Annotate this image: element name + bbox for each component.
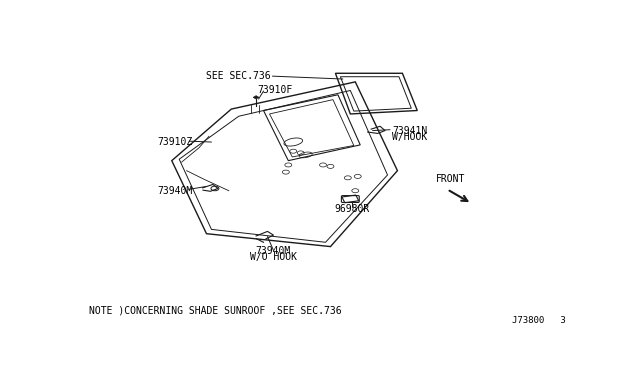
Text: SEE SEC.736: SEE SEC.736 — [206, 71, 271, 81]
Text: W/HOOK: W/HOOK — [392, 132, 428, 142]
Text: 73940M: 73940M — [256, 246, 291, 256]
Text: W/O HOOK: W/O HOOK — [250, 252, 297, 262]
Text: J73800   3: J73800 3 — [511, 316, 565, 325]
Text: 73910F: 73910F — [257, 86, 293, 96]
Text: 96980R: 96980R — [334, 204, 369, 214]
Text: NOTE )CONCERNING SHADE SUNROOF ,SEE SEC.736: NOTE )CONCERNING SHADE SUNROOF ,SEE SEC.… — [89, 305, 342, 315]
Text: 73941N: 73941N — [392, 126, 428, 135]
Text: 73910Z: 73910Z — [157, 137, 192, 147]
Polygon shape — [253, 96, 259, 99]
Text: FRONT: FRONT — [436, 174, 465, 185]
Text: 73940M: 73940M — [157, 186, 192, 196]
